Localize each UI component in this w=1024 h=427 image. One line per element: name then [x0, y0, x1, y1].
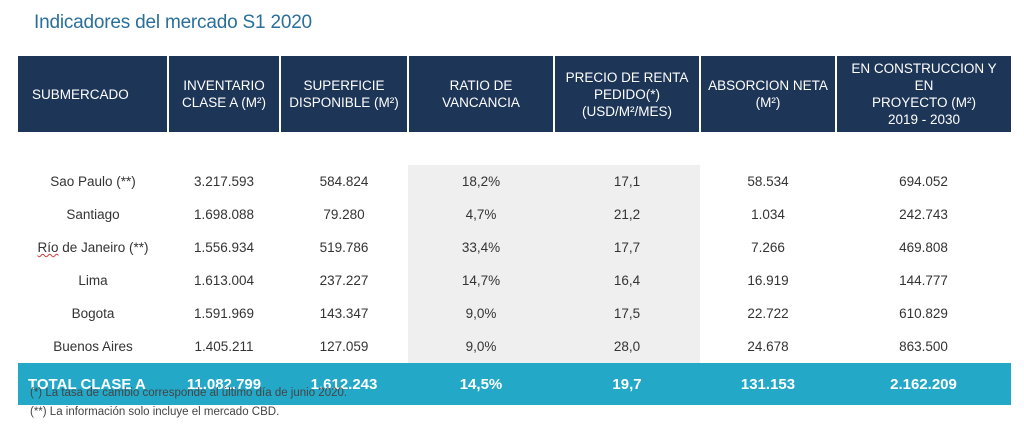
total-row: TOTAL CLASE A 11.082.799 1.612.243 14,5% 19,…: [18, 363, 1011, 405]
table-cell: 127.059: [319, 339, 369, 354]
table-row: Sao Paulo (**) 3.217.593 584.824 18,2% 17,1 5…: [18, 165, 1011, 198]
column-header-line: EN CONSTRUCCION Y EN: [851, 61, 997, 93]
table-cell: 237.227: [319, 273, 369, 288]
table-cell: 1.034: [751, 207, 785, 222]
table-cell: 143.347: [319, 306, 369, 321]
table-cell: 1.556.934: [193, 240, 255, 255]
page-title: Indicadores del mercado S1 2020: [34, 12, 312, 33]
column-header-submercado: SUBMERCADO: [18, 56, 169, 132]
column-header-line: VANCANCIA: [442, 95, 520, 110]
column-header-line: ABSORCION NETA: [708, 78, 828, 93]
table-cell: 58.534: [747, 174, 789, 189]
total-cell: 14,5%: [408, 363, 554, 405]
table-cell: 14,7%: [408, 264, 554, 297]
table-cell: 9,0%: [408, 330, 554, 363]
column-header-line: (USD/M²/MES): [582, 103, 672, 119]
table-cell: 469.808: [899, 240, 948, 255]
submarket-name-text: Río de Janeiro (**): [37, 240, 149, 255]
column-header-precio-renta: PRECIO DE RENTA PEDIDO(*) (USD/M²/MES): [554, 56, 701, 132]
footnotes: (*) La tasa de cambio corresponde al últ…: [30, 384, 347, 422]
market-indicators-table: SUBMERCADO INVENTARIO CLASE A (M²) SUPERFIC…: [18, 56, 1011, 405]
table-row: Santiago 1.698.088 79.280 4,7% 21,2 1.034 242.…: [18, 198, 1011, 231]
table-row: Bogota 1.591.969 143.347 9,0% 17,5 22.722 610.…: [18, 297, 1011, 330]
table-cell: 17,5: [554, 297, 700, 330]
column-header-ratio-vacancia: RATIO DE VANCANCIA: [408, 56, 555, 132]
table-cell: 17,1: [554, 165, 700, 198]
table-cell: 3.217.593: [193, 174, 255, 189]
table-cell: 144.777: [899, 273, 948, 288]
table-cell: 7.266: [751, 240, 785, 255]
column-header-construccion: EN CONSTRUCCION Y EN PROYECTO (M²) 2019 - …: [836, 56, 1011, 132]
table-cell: 9,0%: [408, 297, 554, 330]
column-header-line: INVENTARIO: [183, 78, 265, 93]
table-cell: 584.824: [319, 174, 369, 189]
submarket-name: Lima: [78, 273, 108, 288]
table-header-row: SUBMERCADO INVENTARIO CLASE A (M²) SUPERFIC…: [18, 56, 1011, 132]
column-header-inventario: INVENTARIO CLASE A (M²): [168, 56, 281, 132]
column-header-line: SUBMERCADO: [32, 86, 129, 102]
table-row: Buenos Aires 1.405.211 127.059 9,0% 28,0 24.6…: [18, 330, 1011, 363]
table-cell: 33,4%: [408, 231, 554, 264]
submarket-name: Bogota: [71, 306, 115, 321]
table-cell: 79.280: [323, 207, 365, 222]
table-cell: 17,7: [554, 231, 700, 264]
total-cell: 11.082.799: [168, 363, 280, 405]
total-cell: 19,7: [554, 363, 700, 405]
column-header-line: 2019 - 2030: [887, 112, 961, 127]
column-header-absorcion-neta: ABSORCION NETA (M²): [700, 56, 837, 132]
column-header-line: DISPONIBLE (M²): [289, 95, 399, 110]
submarket-name: Santiago: [66, 207, 120, 222]
table-cell: 1.591.969: [193, 306, 255, 321]
column-header-line: CLASE A (M²): [181, 95, 267, 110]
submarket-name: Buenos Aires: [53, 339, 133, 354]
column-header-line: RATIO DE: [449, 78, 513, 93]
column-header-line: SUPERFICIE: [303, 78, 385, 93]
column-header-line: PEDIDO(*): [593, 86, 660, 102]
column-header-superficie: SUPERFICIE DISPONIBLE (M²): [280, 56, 409, 132]
column-header-line: PROYECTO (M²): [872, 95, 976, 110]
table-cell: 1.405.211: [194, 339, 254, 354]
table-cell: 242.743: [899, 207, 948, 222]
table-cell: 610.829: [899, 306, 948, 321]
table-cell: 16,4: [554, 264, 700, 297]
table-cell: 16.919: [747, 273, 789, 288]
table-cell: 21,2: [554, 198, 700, 231]
table-cell: 22.722: [747, 306, 789, 321]
table-cell: 18,2%: [408, 165, 554, 198]
column-header-line: (M²): [755, 95, 781, 110]
table-cell: 694.052: [899, 174, 948, 189]
table-cell: 1.698.088: [193, 207, 255, 222]
table-cell: 863.500: [899, 339, 948, 354]
table-cell: 28,0: [554, 330, 700, 363]
submarket-name: Río de Janeiro (**): [18, 231, 168, 264]
table-cell: 24.678: [747, 339, 789, 354]
submarket-name: Sao Paulo (**): [50, 174, 136, 189]
total-label: TOTAL CLASE A: [18, 363, 168, 405]
total-cell: 2.162.209: [836, 363, 1011, 405]
footnote: (*) La tasa de cambio corresponde al últ…: [30, 387, 348, 399]
table-row: Lima 1.613.004 237.227 14,7% 16,4 16.919 144.7…: [18, 264, 1011, 297]
table-cell: 519.786: [319, 240, 369, 255]
column-header-line: PRECIO DE RENTA: [565, 69, 689, 85]
table-row: Río de Janeiro (**) 1.556.934 519.786 33,4%…: [18, 231, 1011, 264]
table-cell: 4,7%: [408, 198, 554, 231]
total-cell: 131.153: [700, 363, 836, 405]
footnote: (**) La información solo incluye el merc…: [30, 406, 280, 418]
table-cell: 1.613.004: [193, 273, 255, 288]
total-cell: 1.612.243: [280, 363, 408, 405]
